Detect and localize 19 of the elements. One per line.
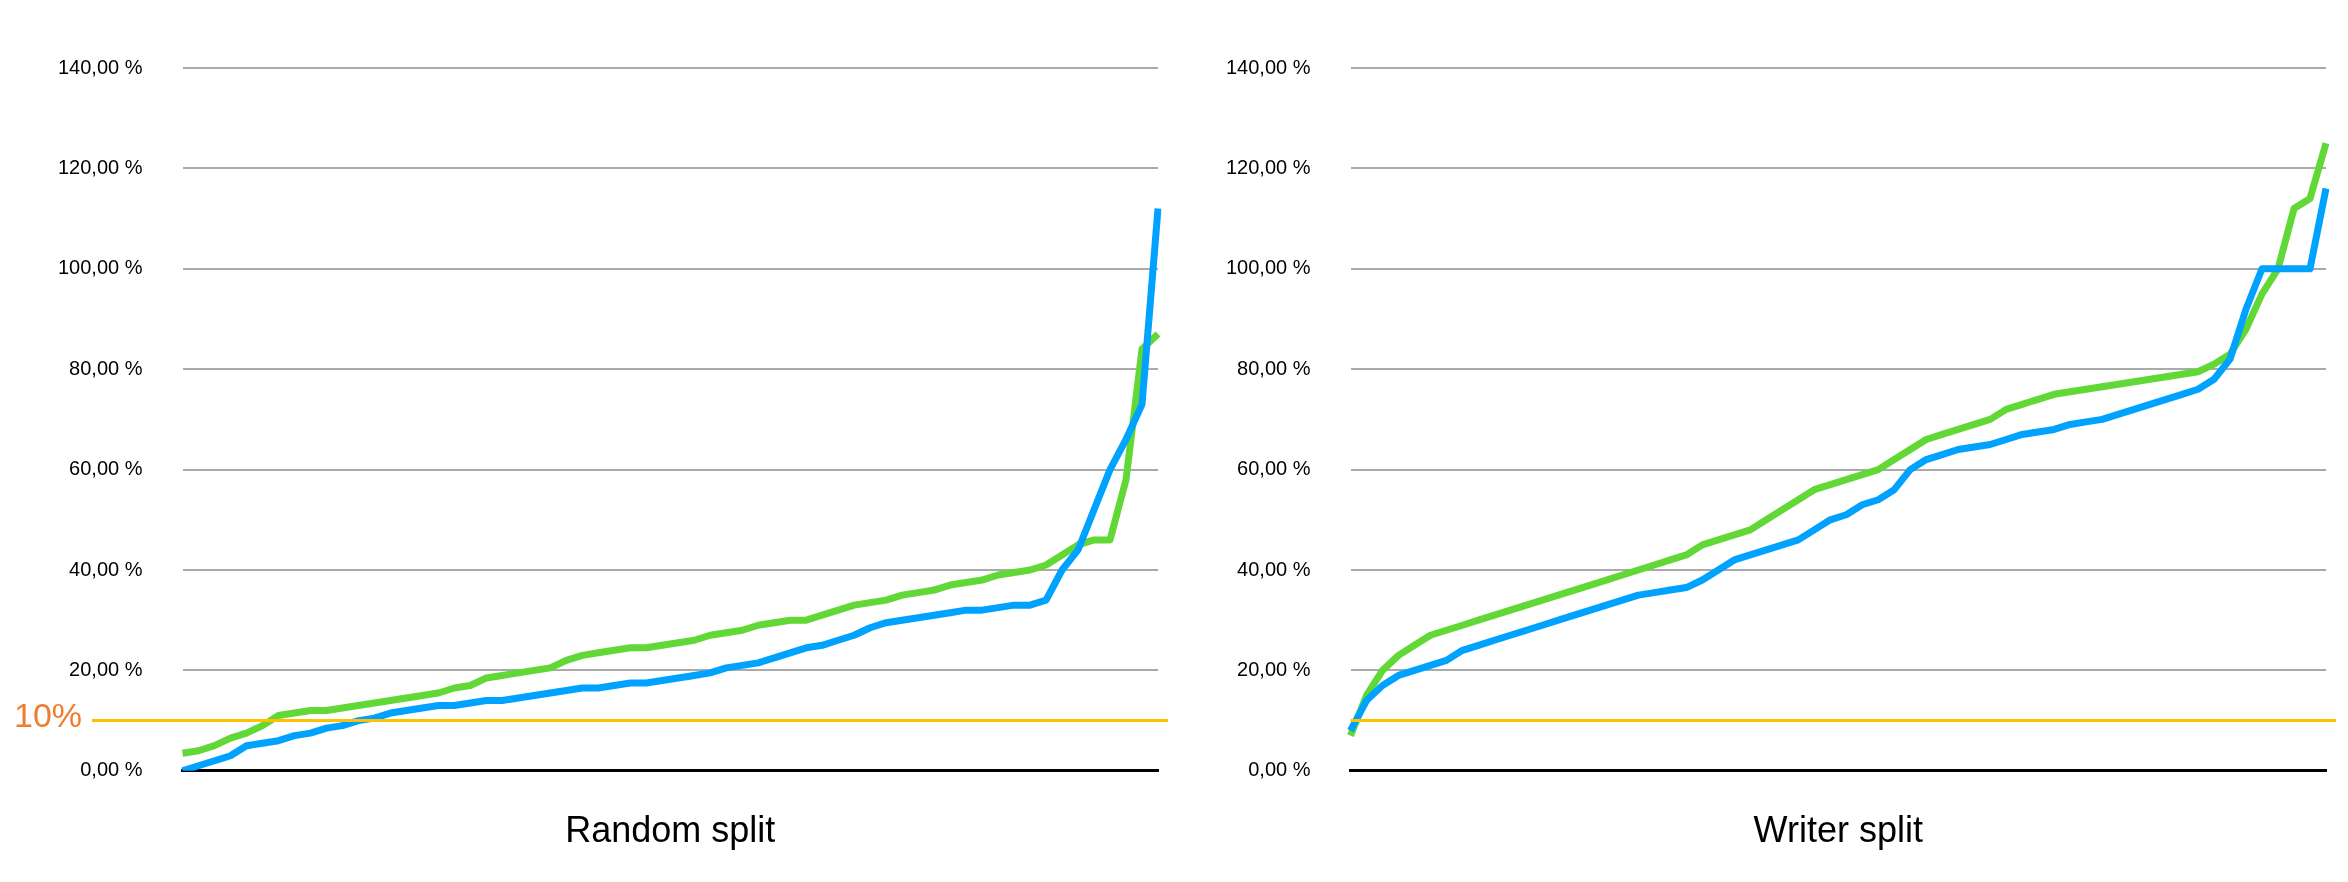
y-tick-label: 40,00 % bbox=[69, 557, 143, 580]
y-tick-label: 60,00 % bbox=[1237, 457, 1311, 480]
y-tick-label: 100,00 % bbox=[1226, 256, 1311, 279]
y-tick-label: 20,00 % bbox=[69, 657, 143, 680]
y-tick-label: 20,00 % bbox=[1237, 657, 1311, 680]
y-tick-label: 60,00 % bbox=[69, 457, 143, 480]
x-axis-title: Random split bbox=[565, 809, 776, 851]
y-tick-label: 80,00 % bbox=[1237, 356, 1311, 379]
y-tick-label: 140,00 % bbox=[58, 55, 143, 78]
y-tick-label: 0,00 % bbox=[1248, 758, 1311, 781]
ref-line-label: 10% bbox=[14, 695, 83, 734]
y-tick-label: 80,00 % bbox=[69, 356, 143, 379]
y-tick-label: 40,00 % bbox=[1237, 557, 1311, 580]
y-tick-label: 140,00 % bbox=[1226, 55, 1311, 78]
y-tick-label: 0,00 % bbox=[80, 758, 143, 781]
x-axis-title: Writer split bbox=[1753, 809, 1923, 851]
y-tick-label: 120,00 % bbox=[58, 155, 143, 178]
y-tick-label: 120,00 % bbox=[1226, 155, 1311, 178]
y-tick-label: 100,00 % bbox=[58, 256, 143, 279]
